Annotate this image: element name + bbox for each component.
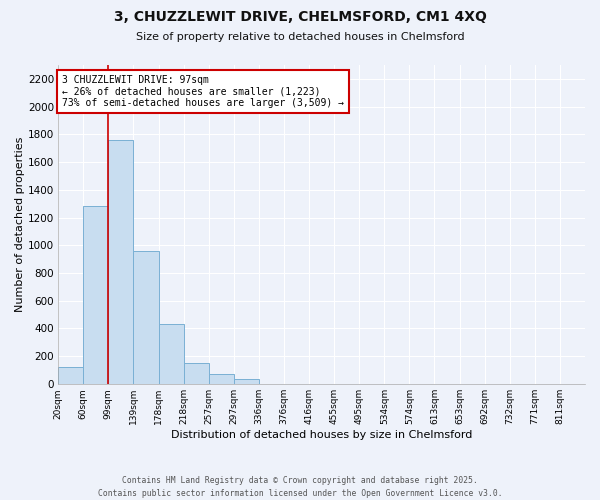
Bar <box>234 379 259 384</box>
Bar <box>109 140 133 384</box>
Bar <box>133 251 158 384</box>
Bar <box>158 324 184 384</box>
X-axis label: Distribution of detached houses by size in Chelmsford: Distribution of detached houses by size … <box>171 430 472 440</box>
Text: Size of property relative to detached houses in Chelmsford: Size of property relative to detached ho… <box>136 32 464 42</box>
Text: 3 CHUZZLEWIT DRIVE: 97sqm
← 26% of detached houses are smaller (1,223)
73% of se: 3 CHUZZLEWIT DRIVE: 97sqm ← 26% of detac… <box>62 74 344 108</box>
Text: 3, CHUZZLEWIT DRIVE, CHELMSFORD, CM1 4XQ: 3, CHUZZLEWIT DRIVE, CHELMSFORD, CM1 4XQ <box>113 10 487 24</box>
Bar <box>209 374 234 384</box>
Bar <box>83 206 109 384</box>
Text: Contains HM Land Registry data © Crown copyright and database right 2025.
Contai: Contains HM Land Registry data © Crown c… <box>98 476 502 498</box>
Y-axis label: Number of detached properties: Number of detached properties <box>15 137 25 312</box>
Bar <box>58 368 83 384</box>
Bar <box>184 363 209 384</box>
